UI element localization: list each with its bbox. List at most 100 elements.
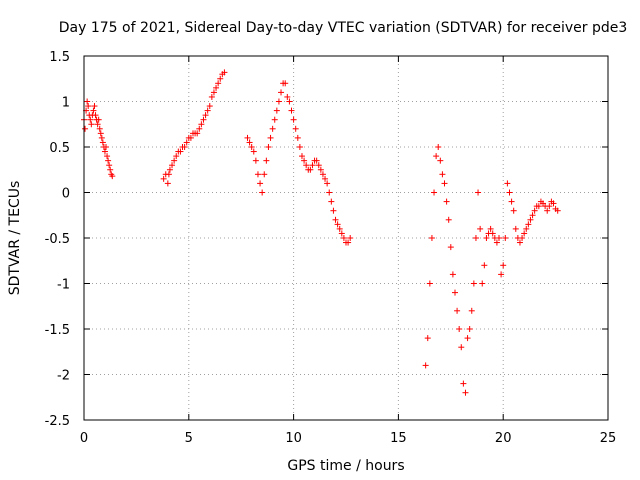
data-point [330,207,337,214]
data-point [166,166,173,173]
data-point [217,75,224,82]
data-point [458,344,465,351]
axis-ticks: 0 5 10 15 20 25 -2.5 -2 -1.5 -1 -0.5 0 0.5 1 1.5 [45,50,617,446]
data-point [527,216,534,223]
data-point [447,244,454,251]
data-point [105,157,112,164]
data-point [164,180,171,187]
data-point [319,171,326,178]
data-point [84,98,91,105]
data-point [165,171,172,178]
data-point [475,189,482,196]
data-point [496,235,503,241]
y-axis-label: SDTVAR / TECUs [7,181,23,296]
data-point [554,207,561,214]
data-point [550,200,557,207]
y-tick-label: 1 [62,96,70,111]
data-point [487,225,494,232]
data-point [521,230,528,237]
data-point [284,93,291,100]
plot-frame [83,55,609,421]
data-point [479,280,486,287]
data-point [96,125,103,132]
data-point [198,121,205,128]
data-point [454,307,461,314]
data-point [290,116,297,123]
data-point [464,335,471,342]
data-point [273,107,280,114]
data-point [428,235,435,241]
data-point [215,80,222,87]
data-point [288,107,295,114]
data-point [267,134,274,141]
data-point [433,153,440,160]
y-tick-label: -2 [57,369,70,384]
data-point [512,225,519,232]
data-point [252,157,259,164]
data-point [510,207,517,214]
data-point [278,89,285,96]
data-point [449,271,456,278]
data-point [181,144,188,150]
data-point [338,230,345,237]
data-point [94,121,101,128]
data-point [259,189,266,196]
data-point [204,107,211,114]
data-point [97,130,104,137]
data-point [210,89,217,96]
data-point [525,221,532,228]
data-point [200,116,207,123]
data-point [468,307,475,314]
data-point [298,153,305,160]
data-point [472,235,479,241]
data-point [519,235,526,241]
x-tick-label: 20 [495,431,512,446]
data-point [336,225,343,232]
data-point [85,103,92,110]
data-point [296,144,303,150]
data-point [340,235,347,241]
data-points [81,69,561,396]
data-point [206,103,213,110]
data-point [334,221,341,228]
data-point [502,235,509,241]
data-point [101,148,108,155]
data-point [431,189,438,196]
data-point [171,157,178,164]
data-point [424,335,431,342]
data-point [92,112,99,119]
data-point [213,84,220,91]
data-point [309,162,316,169]
y-tick-label: 0 [62,187,70,202]
data-point [208,93,215,100]
x-tick-label: 10 [285,431,302,446]
data-point [257,180,264,187]
data-point [347,235,354,241]
data-point [451,289,458,296]
data-point [107,166,114,173]
data-point [332,216,339,223]
y-tick-label: -0.5 [45,232,70,247]
data-point [104,153,111,160]
data-point [324,180,331,187]
data-point [435,144,442,150]
data-point [328,198,335,205]
data-point [244,134,251,141]
data-point [466,326,473,332]
data-point [303,162,310,169]
data-point [187,134,194,141]
data-point [535,203,542,210]
data-point [462,389,469,396]
data-point [275,98,282,105]
data-point [177,148,184,155]
data-point [477,225,484,232]
data-point [506,189,513,196]
data-point [282,80,289,87]
data-point [426,280,433,287]
data-point [265,144,272,150]
y-tick-label: 1.5 [49,50,70,65]
data-point [90,107,97,114]
data-point [470,280,477,287]
data-point [261,171,268,178]
data-point [317,166,324,173]
